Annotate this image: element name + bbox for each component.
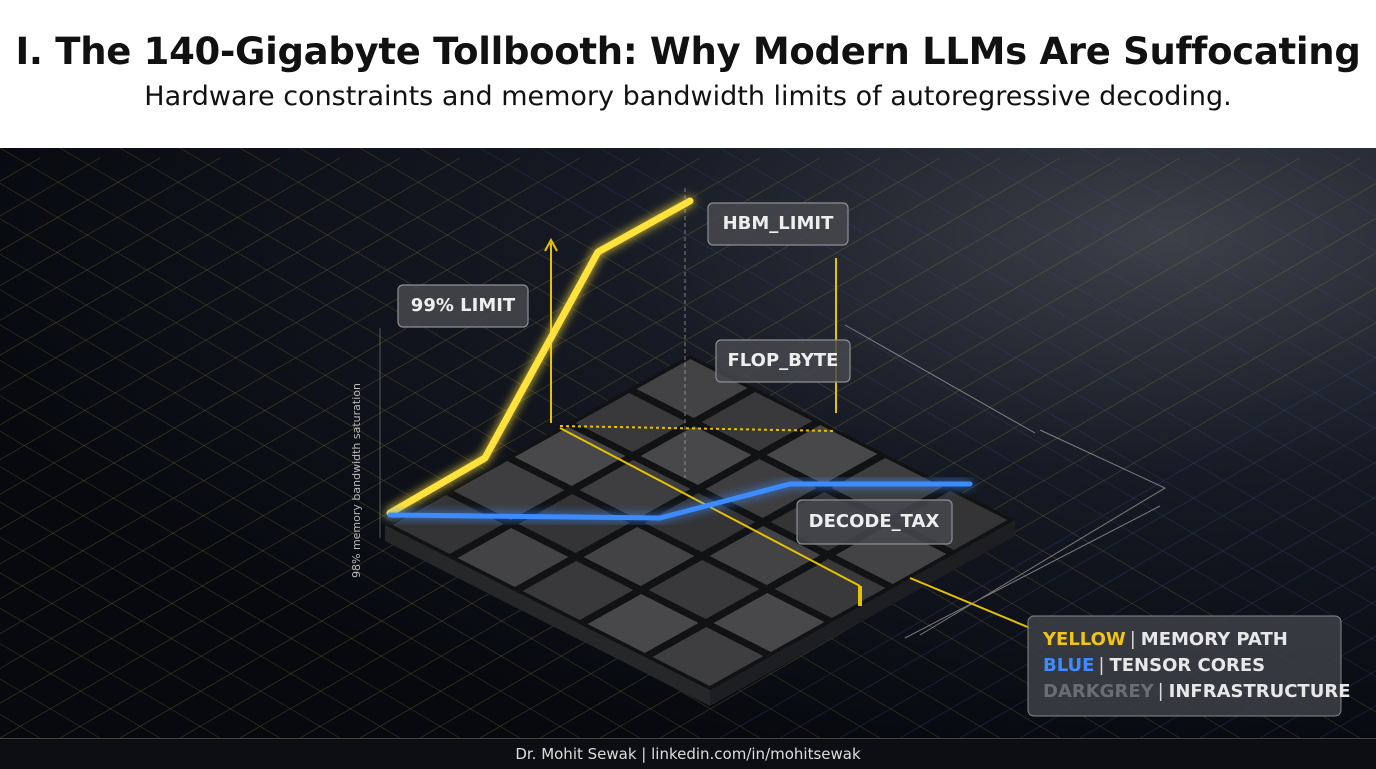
tile — [640, 426, 752, 485]
tile — [587, 594, 699, 653]
label: 99% LIMIT — [411, 295, 516, 316]
subtitle: Hardware constraints and memory bandwidt… — [144, 81, 1232, 112]
grid-line — [719, 148, 1376, 536]
legend: YELLOW MEMORY PATH BLUE TENSOR CORES DARKGRE… — [1027, 615, 1351, 717]
guide-lines — [379, 188, 1167, 639]
grid-line — [839, 148, 1376, 465]
grid-line — [0, 157, 281, 321]
tile — [636, 359, 748, 418]
tile — [579, 460, 691, 519]
grid-line — [0, 157, 521, 461]
legend-key: BLUE — [1043, 655, 1094, 676]
grid-line — [839, 426, 1376, 738]
tile — [701, 392, 813, 451]
grid-line — [0, 157, 341, 356]
legend-key: DARKGREY — [1043, 681, 1155, 702]
tile — [522, 561, 634, 620]
platform-side — [385, 525, 710, 706]
legend-label: INFRASTRUCTURE — [1169, 681, 1351, 702]
tile — [453, 461, 565, 520]
grid-line — [0, 157, 821, 635]
tile — [514, 427, 626, 486]
illustration: 98% memory bandwidth saturation HBM_LIMI… — [0, 148, 1376, 738]
tile — [575, 393, 687, 452]
grid-line — [0, 359, 641, 738]
legend-key: YELLOW — [1042, 629, 1126, 650]
grid-line — [0, 157, 941, 704]
grid-line — [0, 536, 341, 738]
footer: Dr. Mohit Sewak | linkedin.com/in/mohits… — [0, 738, 1376, 769]
grid-line — [719, 357, 1376, 738]
grid-line — [959, 148, 1376, 394]
grid-line — [1079, 148, 1376, 324]
memory-path-line — [386, 197, 694, 517]
grid-line — [0, 157, 461, 426]
grid-line — [599, 148, 1376, 607]
grid-line — [539, 148, 1376, 642]
tile — [713, 593, 825, 652]
label-flop: FLOP_BYTE — [715, 339, 851, 383]
grid-line — [0, 157, 581, 495]
grid-line — [779, 391, 1376, 738]
tile — [652, 627, 764, 686]
tile — [766, 425, 878, 484]
tile — [457, 528, 569, 587]
grid-line — [0, 157, 701, 565]
label-decode: DECODE_TAX — [796, 499, 953, 545]
legend-label: TENSOR CORES — [1109, 655, 1265, 676]
grid-line — [0, 157, 641, 530]
grid-line — [0, 157, 1001, 738]
legend-label: MEMORY PATH — [1141, 629, 1288, 650]
grid-line — [0, 324, 701, 738]
header: I. The 140-Gigabyte Tollbooth: Why Moder… — [0, 0, 1376, 148]
grid-line — [0, 607, 221, 738]
tile — [774, 559, 886, 618]
grid-line — [0, 501, 401, 738]
axis-label: 98% memory bandwidth saturation — [350, 383, 363, 578]
grid-line — [0, 157, 221, 287]
grid-line — [1199, 148, 1376, 253]
platform-side — [710, 520, 1015, 706]
label-limit: 99% LIMIT — [397, 284, 529, 328]
tile — [644, 493, 756, 552]
grid-line — [1139, 148, 1376, 288]
tile — [705, 459, 817, 518]
grid-line — [0, 430, 521, 738]
title: I. The 140-Gigabyte Tollbooth: Why Moder… — [15, 30, 1361, 73]
tile — [583, 527, 695, 586]
label: HBM_LIMIT — [723, 213, 834, 234]
tile — [392, 495, 504, 554]
grid-line — [899, 148, 1376, 430]
label: DECODE_TAX — [809, 511, 940, 532]
tile — [648, 560, 760, 619]
grid-line — [1019, 148, 1376, 359]
grid-line — [0, 572, 281, 738]
grid-line — [0, 157, 401, 391]
grid-line — [779, 148, 1376, 501]
grid-line — [0, 148, 1001, 738]
label: FLOP_BYTE — [728, 350, 839, 371]
legend-box — [1027, 615, 1342, 717]
grid-line — [0, 395, 581, 738]
tile — [518, 494, 630, 553]
grid-line — [659, 148, 1376, 571]
label-hbm: HBM_LIMIT — [707, 202, 849, 246]
tile — [709, 526, 821, 585]
grid-line — [659, 322, 1376, 738]
grid-line — [0, 466, 461, 738]
grid-line — [1199, 635, 1376, 738]
tensor-core-line — [387, 481, 973, 521]
